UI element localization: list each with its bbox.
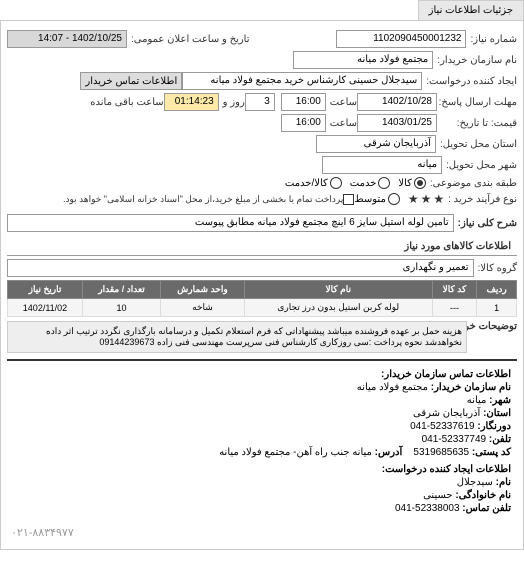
summary-field: تامین لوله استیل سایز 6 اینچ مجتمع فولاد…: [7, 214, 454, 232]
table-row: 1 --- لوله کربن استیل بدون درز تجاری شاخ…: [8, 299, 517, 317]
radio-medium-label: متوسط: [354, 194, 385, 205]
c-postal-label: کد پستی:: [472, 447, 511, 458]
city-field: میانه: [322, 156, 442, 174]
tab-header: جزئیات اطلاعات نیاز: [418, 0, 524, 20]
th-date: تاریخ نیاز: [8, 281, 83, 299]
category-radio-group: کالا خدمت کالا/خدمت: [285, 177, 426, 189]
process-note: پرداخت تمام یا بخشی از مبلغ خرید،از محل …: [59, 194, 343, 205]
c-phone-value: 52337749-041: [422, 434, 487, 445]
footer-phone: ۰۲۱-۸۸۳۴۹۷۷: [7, 522, 517, 543]
c-tel-value: 52338003-041: [395, 503, 460, 514]
c-name-label: نام:: [496, 477, 511, 488]
c-city-label: شهر:: [489, 395, 511, 406]
radio-goods[interactable]: [414, 177, 426, 189]
category-label: طبقه بندی موضوعی:: [426, 178, 517, 189]
star-icon: ★: [433, 192, 444, 206]
days-label: روز و: [219, 97, 245, 108]
c-name-value: سیدجلال: [457, 477, 493, 488]
request-number-field: 1102090450001232: [336, 30, 466, 48]
group-field: تعمیر و نگهداری: [7, 259, 474, 277]
time-label-1: ساعت: [326, 97, 357, 108]
summary-label: شرح کلی نیاز:: [454, 218, 517, 229]
request-number-label: شماره نیاز:: [466, 34, 517, 45]
radio-goods-label: کالا: [398, 178, 412, 189]
province-field: آذربایجان شرقی: [316, 135, 436, 153]
validity-time-field: 16:00: [281, 114, 326, 132]
td-row: 1: [477, 299, 517, 317]
c-org-label: نام سازمان خریدار:: [431, 382, 511, 393]
c-postal-value: 5319685635: [413, 447, 469, 458]
star-icon: ★: [408, 192, 419, 206]
c-org-value: مجتمع فولاد میانه: [357, 382, 428, 393]
process-radio-group: متوسط: [354, 193, 399, 205]
c-address-label: آدرس:: [375, 447, 403, 458]
th-unit: واحد شمارش: [161, 281, 245, 299]
contact-buyer-title: اطلاعات تماس سازمان خریدار:: [13, 369, 511, 380]
remaining-time-field: 01:14:23: [164, 93, 219, 111]
province-label: استان محل تحویل:: [436, 139, 517, 150]
th-name: نام کالا: [244, 281, 432, 299]
deadline-date-field: 1402/10/28: [357, 93, 437, 111]
notes-label: توضیحات خریدار:: [467, 321, 517, 332]
c-fax-label: دورنگار:: [477, 421, 511, 432]
c-address-value: میانه جنب راه آهن- مجتمع فولاد میانه: [219, 447, 372, 458]
c-family-value: حسینی: [423, 490, 452, 501]
goods-table: ردیف کد کالا نام کالا واحد شمارش تعداد /…: [7, 280, 517, 317]
c-tel-label: تلفن تماس:: [462, 503, 511, 514]
creator-label: ایجاد کننده درخواست:: [422, 76, 517, 87]
star-icon: ★: [421, 192, 432, 206]
buyer-field: مجتمع فولاد میانه: [293, 51, 433, 69]
radio-goods-service-label: کالا/خدمت: [285, 178, 328, 189]
star-rating: ★ ★ ★: [408, 192, 444, 206]
creator-contact-title: اطلاعات ایجاد کننده درخواست:: [13, 464, 511, 475]
deadline-label: مهلت ارسال پاسخ: تا تاریخ:: [437, 97, 517, 108]
announce-label: تاریخ و ساعت اعلان عمومی:: [127, 34, 250, 45]
radio-medium[interactable]: [388, 193, 400, 205]
c-fax-value: 52337619-041: [410, 421, 475, 432]
radio-goods-service[interactable]: [330, 177, 342, 189]
c-phone-label: تلفن:: [489, 434, 511, 445]
td-date: 1402/11/02: [8, 299, 83, 317]
th-code: کد کالا: [432, 281, 477, 299]
td-unit: شاخه: [161, 299, 245, 317]
goods-info-title: اطلاعات کالاهای مورد نیاز: [7, 238, 517, 256]
city-label: شهر محل تحویل:: [442, 160, 517, 171]
creator-field: سیدجلال حسینی کارشناس خرید مجتمع فولاد م…: [182, 72, 422, 90]
th-row: ردیف: [477, 281, 517, 299]
deadline-time-field: 16:00: [281, 93, 326, 111]
remaining-label: ساعت باقی مانده: [86, 97, 163, 108]
time-label-2: ساعت: [326, 118, 357, 129]
validity-label: قیمت: تا تاریخ:: [437, 118, 517, 129]
td-qty: 10: [83, 299, 161, 317]
buyer-label: نام سازمان خریدار:: [433, 55, 517, 66]
announce-field: 1402/10/25 - 14:07: [7, 30, 127, 48]
radio-service-label: خدمت: [350, 178, 377, 189]
c-province-value: آذربایجان شرقی: [413, 408, 480, 419]
td-name: لوله کربن استیل بدون درز تجاری: [244, 299, 432, 317]
main-section: شماره نیاز: 1102090450001232 تاریخ و ساع…: [0, 20, 524, 550]
validity-date-field: 1403/01/25: [357, 114, 437, 132]
contact-buyer-section: اطلاعات تماس سازمان خریدار: نام سازمان خ…: [7, 361, 517, 522]
notes-box: هزینه حمل بر عهده فروشنده میباشد پیشنهاد…: [7, 321, 467, 353]
days-field: 3: [245, 93, 275, 111]
c-province-label: استان:: [483, 408, 511, 419]
checkbox-treasury[interactable]: [343, 194, 354, 205]
contact-buyer-button[interactable]: اطلاعات تماس خریدار: [80, 72, 182, 90]
th-qty: تعداد / مقدار: [83, 281, 161, 299]
group-label: گروه کالا:: [474, 263, 517, 274]
c-family-label: نام خانوادگی:: [455, 490, 511, 501]
td-code: ---: [432, 299, 477, 317]
c-city-value: میانه: [467, 395, 487, 406]
radio-service[interactable]: [378, 177, 390, 189]
process-label: نوع فرآیند خرید :: [444, 194, 517, 205]
